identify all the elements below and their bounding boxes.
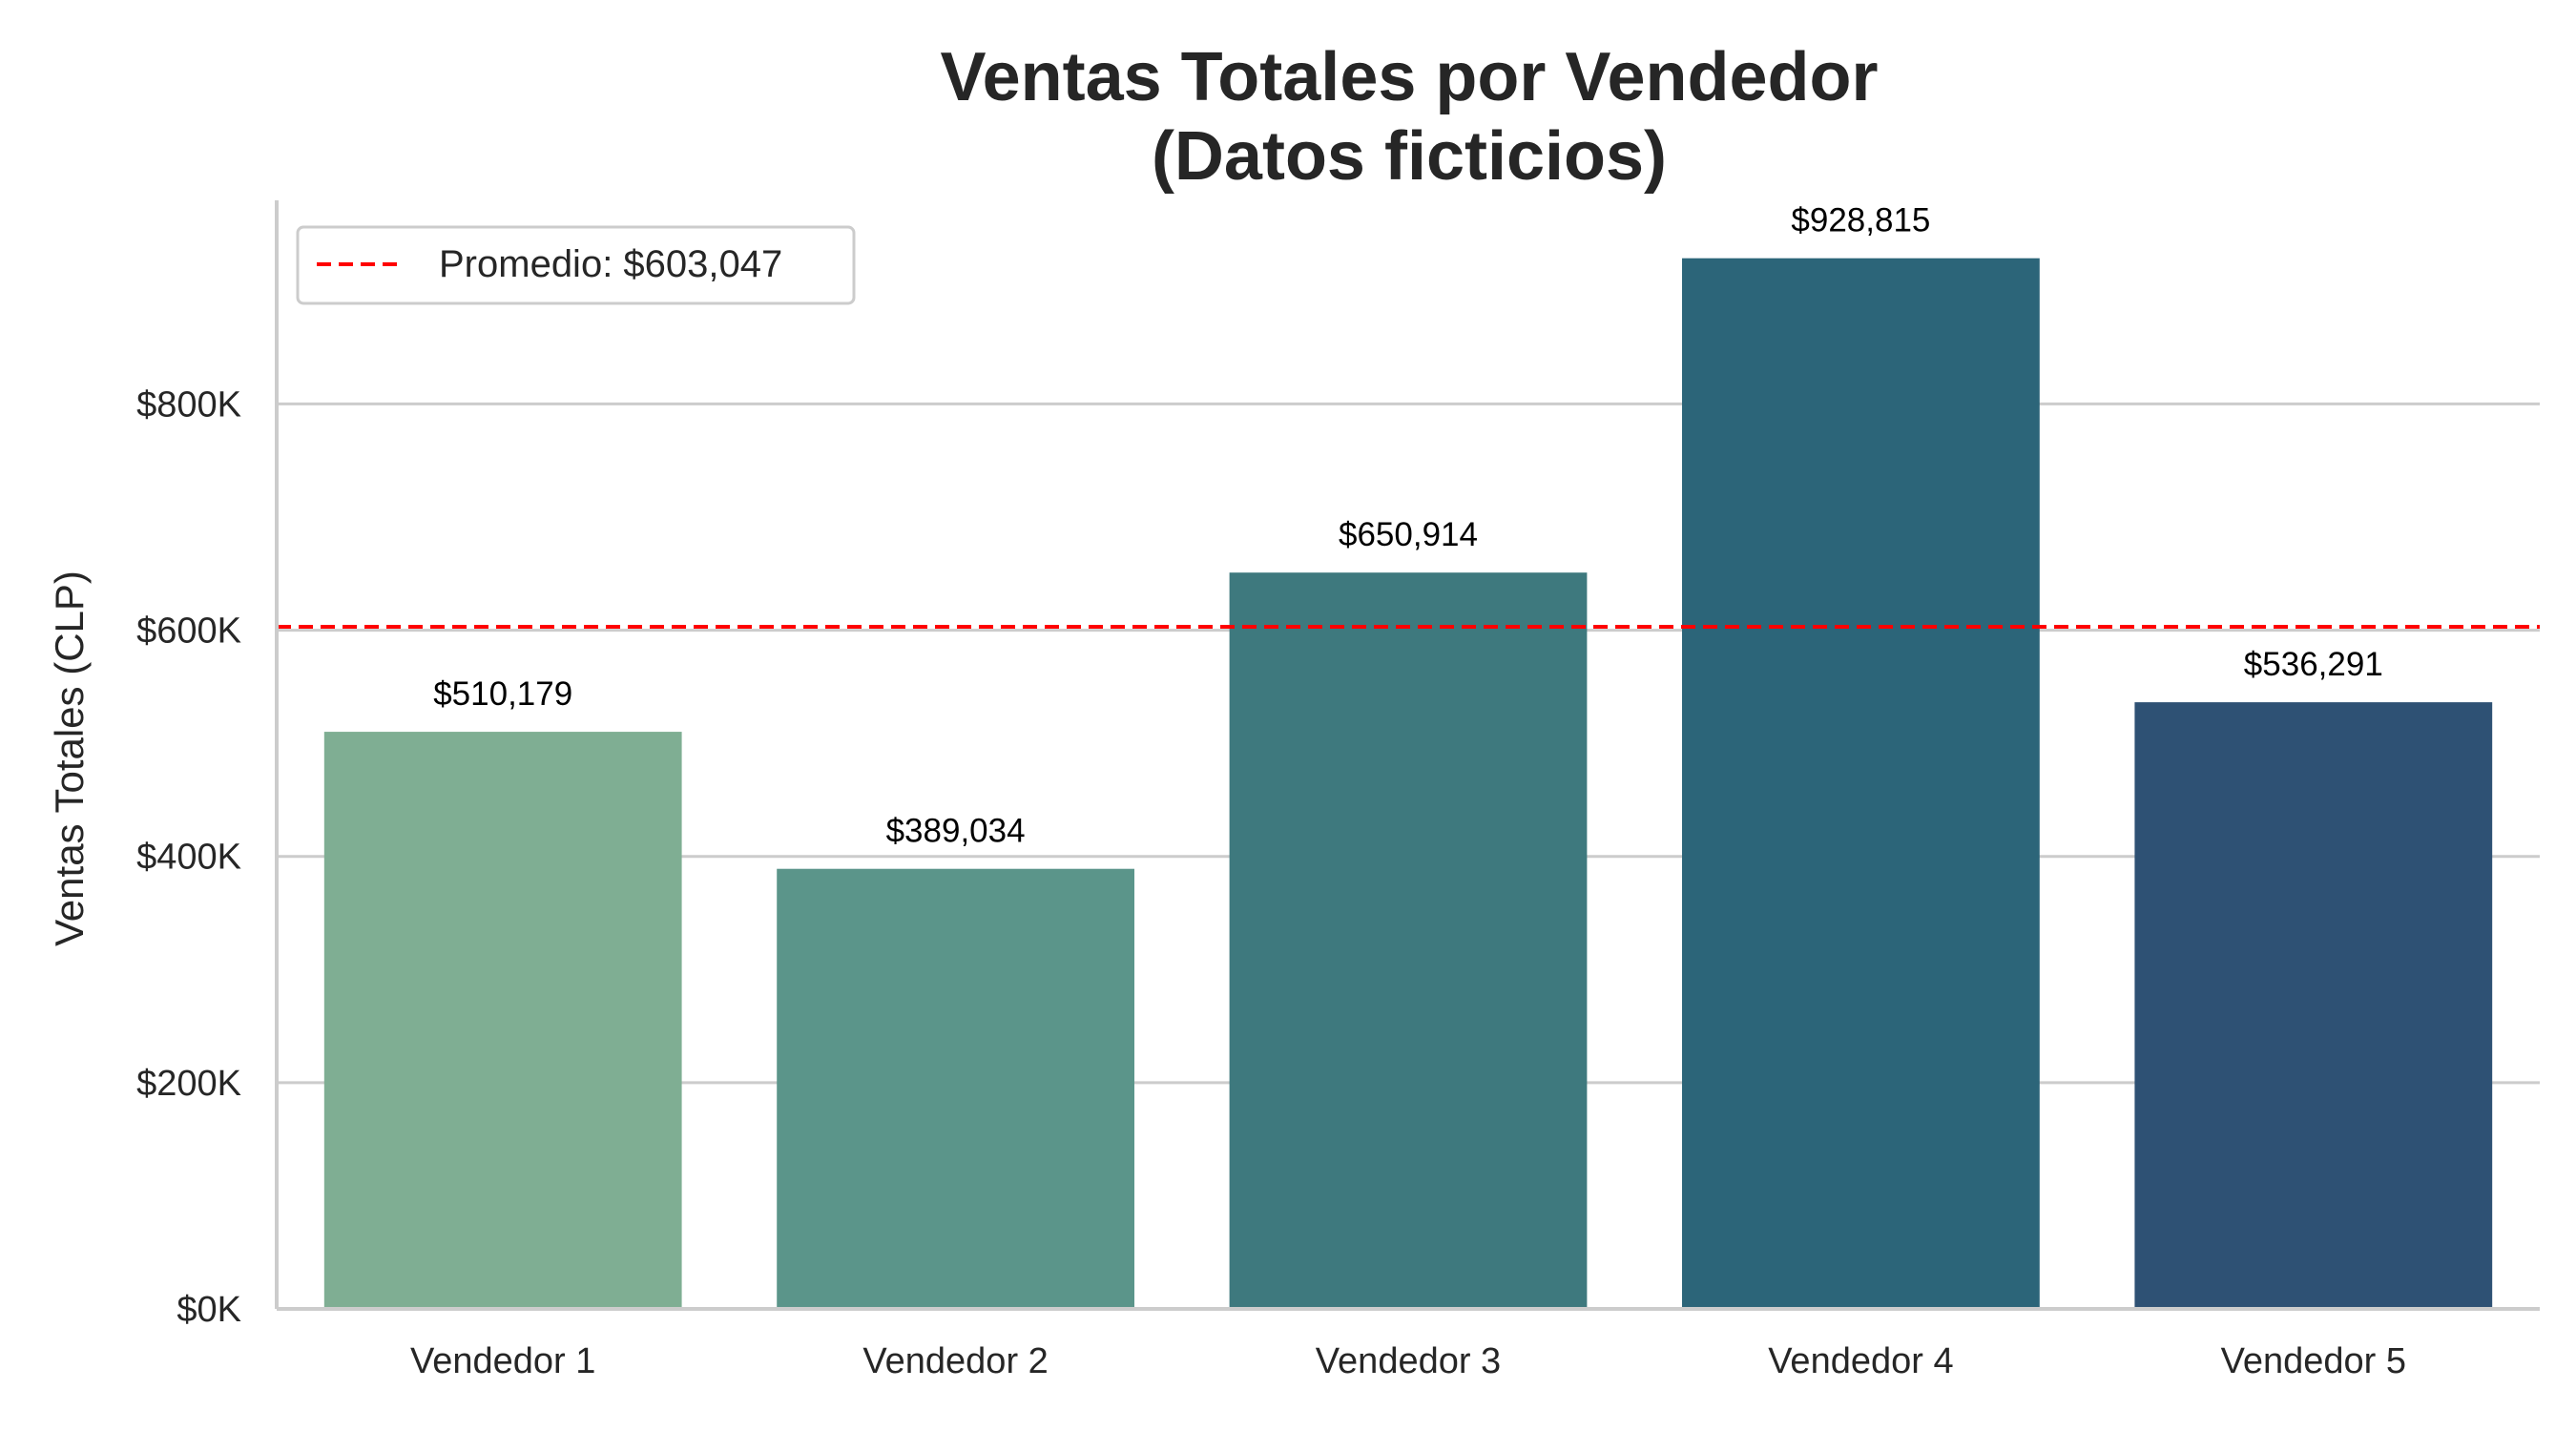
data-label: $389,034 bbox=[886, 813, 1026, 850]
y-axis-label: Ventas Totales (CLP) bbox=[47, 570, 92, 946]
data-label-backing bbox=[860, 859, 1051, 867]
bar-3 bbox=[1229, 572, 1588, 1309]
y-tick-label: $400K bbox=[136, 838, 241, 878]
y-tick-label: $800K bbox=[136, 384, 241, 425]
axes: $0K $200K $400K $600K $800K Vendedor 1 Vendedo… bbox=[136, 200, 2540, 1381]
legend-average-label: Promedio: $603,047 bbox=[439, 243, 782, 285]
y-tick-label: $600K bbox=[136, 612, 241, 652]
bars bbox=[323, 258, 2493, 1309]
data-label-backing bbox=[2217, 693, 2409, 701]
data-label: $650,914 bbox=[1339, 516, 1478, 553]
x-tick-label: Vendedor 1 bbox=[410, 1341, 595, 1381]
data-label: $510,179 bbox=[433, 675, 572, 713]
legend: Promedio: $603,047 bbox=[296, 225, 856, 305]
data-label-backing bbox=[407, 722, 599, 731]
y-tick-label: $0K bbox=[177, 1290, 241, 1330]
y-tick-label: $200K bbox=[136, 1064, 241, 1104]
bar-1 bbox=[323, 732, 682, 1309]
data-labels: $510,179 $389,034 $650,914 $928,815 $536,291 bbox=[407, 202, 2409, 867]
x-tick-label: Vendedor 5 bbox=[2221, 1341, 2406, 1381]
chart-title-line-2: (Datos ficticios) bbox=[1152, 118, 1667, 195]
x-tick-label: Vendedor 2 bbox=[862, 1341, 1048, 1381]
bar-5 bbox=[2134, 702, 2493, 1309]
x-tick-label: Vendedor 3 bbox=[1316, 1341, 1501, 1381]
legend-box bbox=[296, 225, 856, 305]
bar-4 bbox=[1682, 258, 2040, 1309]
bar-2 bbox=[777, 868, 1134, 1309]
chart-title-line-1: Ventas Totales por Vendedor bbox=[941, 39, 1879, 115]
data-label-backing bbox=[1765, 248, 1957, 257]
data-label: $928,815 bbox=[1791, 202, 1930, 239]
data-label: $536,291 bbox=[2244, 646, 2383, 683]
x-tick-label: Vendedor 4 bbox=[1768, 1341, 1953, 1381]
data-label-backing bbox=[1313, 563, 1504, 571]
